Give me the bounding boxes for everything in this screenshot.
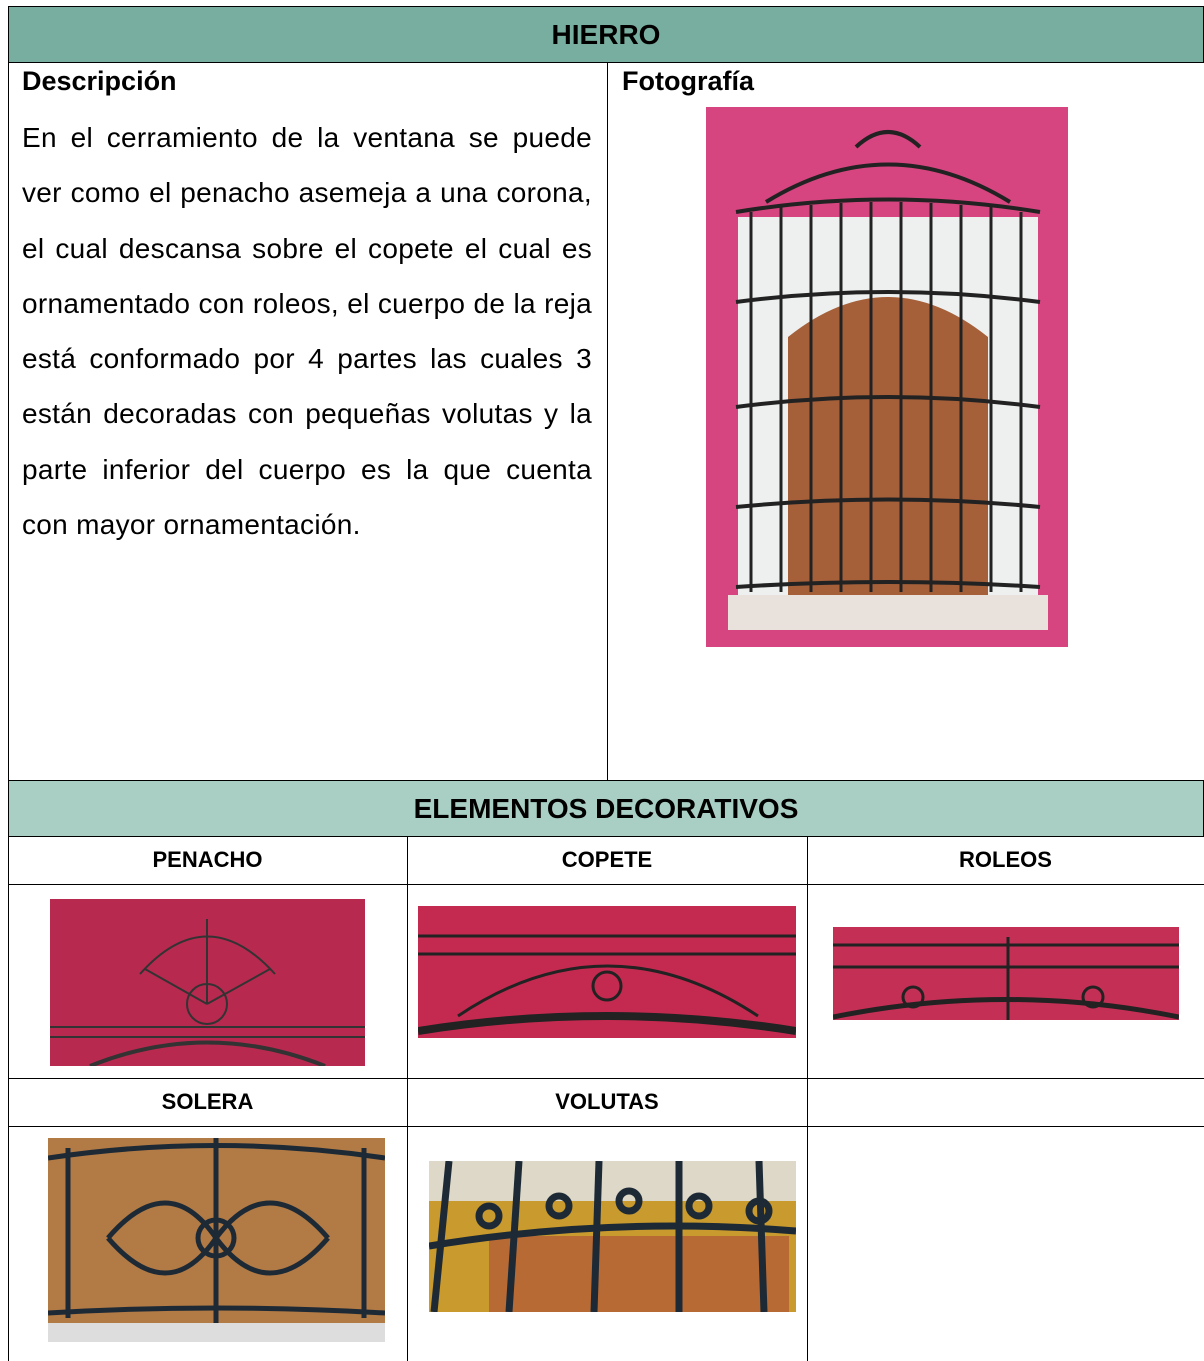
element-label: SOLERA [161,1089,254,1114]
element-label: COPETE [561,847,653,872]
border [407,836,408,1361]
roleos-photo [833,927,1179,1020]
copete-photo [418,906,796,1038]
border [607,62,608,780]
penacho-photo [50,899,365,1066]
border [8,1126,1204,1127]
element-label: VOLUTAS [555,1089,659,1114]
header-title: HIERRO [551,18,661,50]
description-text: En el cerramiento de la ventana se puede… [22,122,592,541]
solera-photo [48,1138,385,1342]
window-photo [706,107,1068,647]
element-label: PENACHO [152,847,263,872]
section-band: ELEMENTOS DECORATIVOS [8,780,1204,837]
element-label: ROLEOS [959,847,1052,872]
border [8,884,1204,885]
border [807,836,808,1361]
description-heading: Descripción [22,66,177,96]
section-title: ELEMENTOS DECORATIVOS [413,792,799,824]
volutas-photo [429,1161,796,1312]
border [8,6,9,1361]
border [8,1078,1204,1079]
photo-heading: Fotografía [622,66,754,96]
header-band: HIERRO [8,6,1204,63]
